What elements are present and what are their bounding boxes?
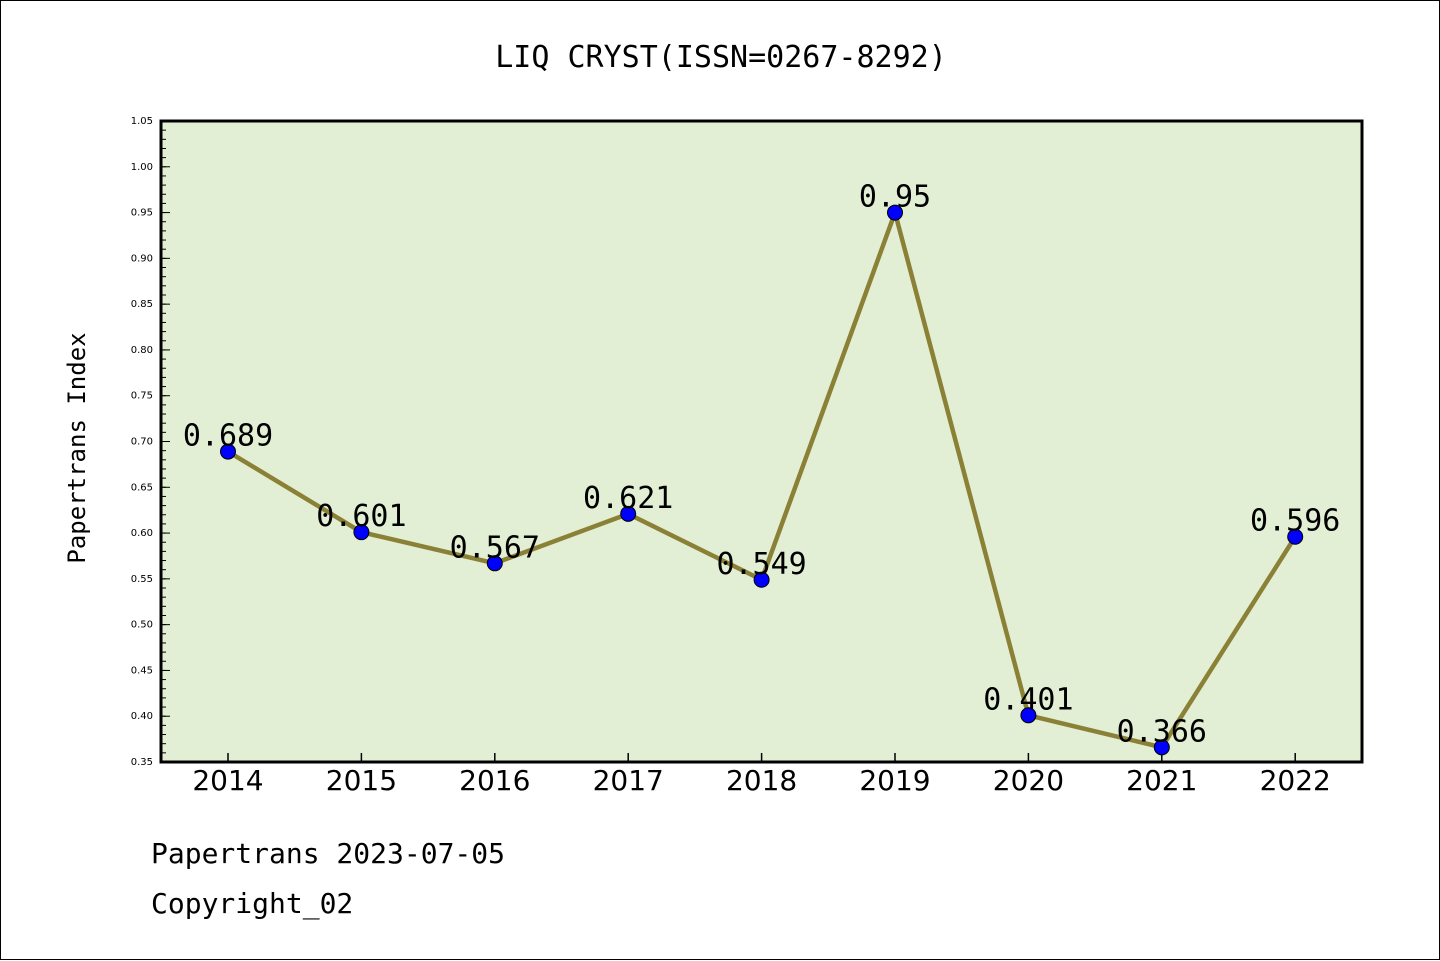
y-tick-label: 0.50 (131, 620, 153, 631)
x-tick-label: 2018 (726, 764, 797, 797)
data-label: 0.567 (450, 530, 540, 565)
data-label: 0.95 (859, 180, 931, 215)
y-tick-label: 0.40 (131, 711, 153, 722)
data-point (1020, 707, 1037, 724)
y-tick-label: 0.75 (131, 391, 153, 402)
data-point (353, 524, 370, 541)
data-point (887, 204, 903, 221)
y-axis-label: Papertrans Index (63, 332, 91, 563)
data-point (753, 571, 770, 588)
data-point (620, 505, 637, 522)
x-tick-label: 2014 (192, 764, 263, 797)
data-point (1287, 528, 1304, 545)
footer-date: Papertrans 2023-07-05 (151, 837, 506, 870)
footer-copyright: Copyright_02 (151, 887, 354, 920)
y-tick-label: 0.95 (131, 208, 153, 219)
y-tick-label: 0.90 (131, 253, 153, 264)
y-axis: 0.35 0.40 0.45 0.50 0.55 0.60 0.65 0.70 0.75 0.80… (131, 116, 170, 768)
data-point (220, 443, 236, 460)
data-label: 0.401 (983, 682, 1073, 717)
x-tick-label: 2019 (859, 764, 930, 797)
y-tick-label: 0.65 (131, 482, 153, 493)
data-label: 0.621 (583, 481, 673, 516)
x-tick-label: 2015 (326, 764, 397, 797)
data-label: 0.601 (316, 499, 406, 534)
x-tick-label: 2021 (1126, 764, 1197, 797)
y-tick-label: 0.85 (131, 299, 153, 310)
x-tick-label: 2020 (993, 764, 1064, 797)
data-point (486, 555, 503, 572)
series-layer: 0.689 0.601 0.567 0.621 0.549 0.95 0.401 0.366 0… (183, 180, 1340, 756)
x-tick-label: 2017 (593, 764, 664, 797)
y-tick-label: 1.00 (131, 162, 153, 173)
x-axis: 2014 2015 2016 2017 2018 2019 2020 2021 2022 (192, 753, 1331, 797)
x-tick-label: 2022 (1260, 764, 1331, 797)
chart-title: LIQ CRYST(ISSN=0267-8292) (495, 40, 947, 75)
plot-area (159, 119, 1364, 764)
y-tick-label: 1.05 (131, 116, 153, 127)
y-tick-label: 0.80 (131, 345, 153, 356)
data-label: 0.366 (1117, 714, 1207, 749)
y-tick-label: 0.70 (131, 437, 153, 448)
data-point (1153, 739, 1170, 756)
y-tick-label: 0.35 (131, 757, 153, 768)
data-label: 0.689 (183, 419, 273, 454)
x-tick-label: 2016 (459, 764, 530, 797)
y-tick-label: 0.55 (131, 574, 153, 585)
y-tick-label: 0.45 (131, 665, 153, 676)
data-label: 0.549 (716, 547, 806, 582)
y-tick-label: 0.60 (131, 528, 153, 539)
data-label: 0.596 (1250, 504, 1340, 539)
